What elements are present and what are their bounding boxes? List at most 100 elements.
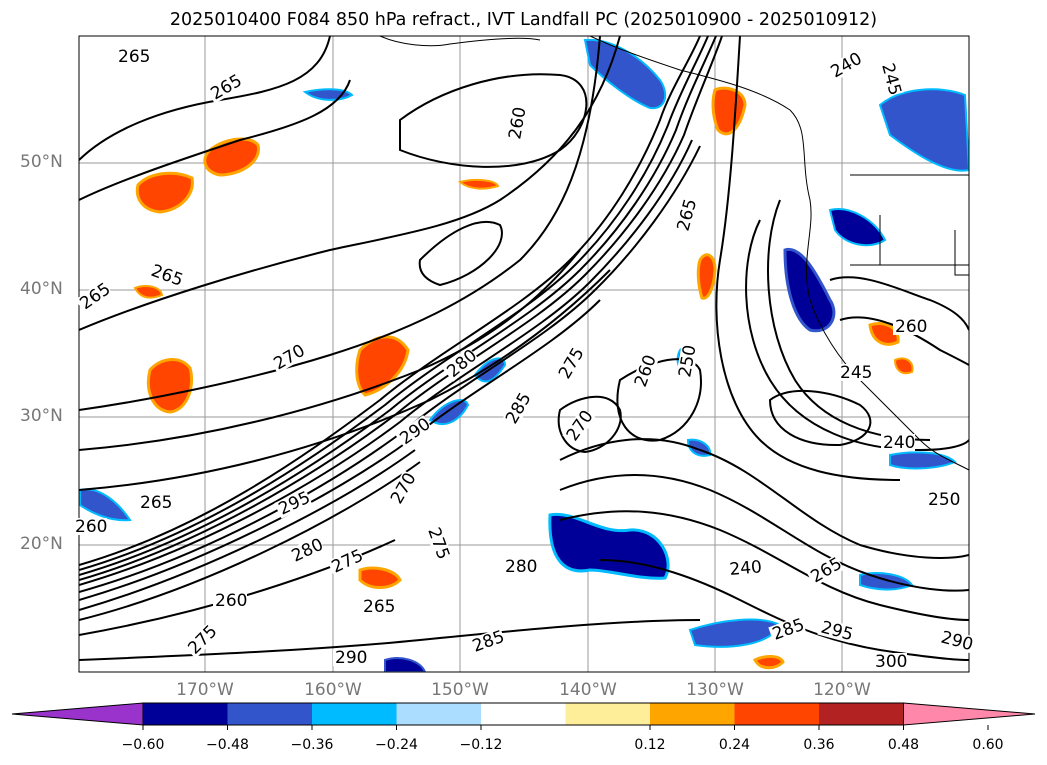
contour-label: 245 — [840, 363, 872, 383]
contour-label-bg — [73, 518, 107, 535]
contour-label-bg — [893, 318, 927, 335]
contour-label: 265 — [148, 261, 185, 291]
contour-label-bg — [274, 488, 313, 519]
contour-label: 245 — [877, 61, 905, 98]
colorbar-segment — [312, 703, 397, 725]
contour-label-bg — [424, 523, 453, 562]
contour-label-bg — [333, 649, 367, 666]
neg-region — [828, 208, 887, 247]
colorbar-tick-label: −0.48 — [206, 737, 249, 753]
pos-region — [696, 253, 717, 300]
contour-label: 290 — [939, 628, 976, 656]
contour-label-bg — [327, 546, 366, 577]
colorbar-segment — [227, 703, 312, 725]
lat-label-40: 40°N — [20, 279, 63, 299]
contour-label: 280 — [443, 346, 481, 382]
neg-region — [783, 247, 836, 333]
neg-region — [548, 512, 670, 580]
contour-label: 260 — [895, 317, 927, 337]
contour-label-bg — [562, 407, 596, 446]
contour-label-bg — [213, 592, 247, 609]
contour-label-bg — [138, 494, 172, 511]
contour-label-bg — [873, 653, 907, 670]
colorbar-tick-label: 0.36 — [803, 737, 835, 753]
pos-region — [868, 322, 900, 346]
colorbar-extend-high — [903, 702, 1036, 726]
contour-label-bg — [768, 615, 807, 644]
contour-label: 275 — [184, 621, 221, 658]
lon-label-120w: 120°W — [813, 680, 871, 700]
colorbar-segment — [143, 703, 228, 725]
colorbar-frame — [142, 702, 904, 726]
contour-label: 280 — [505, 557, 537, 577]
contour-label-bg — [675, 344, 699, 381]
contour-lines — [79, 36, 969, 661]
lon-label-170w: 170°W — [176, 680, 234, 700]
contour-label-bg — [468, 627, 507, 656]
contour-label-bg — [838, 364, 872, 381]
neg-region — [878, 88, 969, 172]
contour-label-bg — [503, 558, 537, 575]
contour-label-bg — [817, 617, 855, 644]
lon-label-130w: 130°W — [686, 680, 744, 700]
pos-region — [135, 171, 194, 214]
contour-label-bg — [116, 48, 150, 65]
contour-label-bg — [726, 558, 763, 579]
colorbar-segment — [734, 703, 819, 725]
contour-label: 285 — [470, 627, 507, 657]
contour-label-bg — [881, 434, 915, 451]
lat-label-30: 30°N — [20, 406, 63, 426]
lon-label-150w: 150°W — [431, 680, 489, 700]
contour-label-bg — [806, 554, 845, 587]
colorbar-tick-label: −0.60 — [121, 737, 165, 753]
colorbar-tick-label: 0.12 — [634, 737, 666, 753]
colorbar-segment — [396, 703, 481, 725]
pos-region — [893, 357, 914, 375]
contour-label: 260 — [75, 517, 107, 537]
contour-label: 260 — [215, 591, 247, 611]
contour-label-bg — [269, 341, 308, 374]
contour-label-bg — [505, 106, 529, 143]
contour-label-bg — [287, 535, 326, 566]
plot-frame — [78, 35, 970, 673]
filled-contours — [79, 38, 969, 672]
contour-label-bg — [937, 627, 975, 654]
colorbar-tick-label: 0.24 — [718, 737, 751, 753]
contour-label: 250 — [675, 343, 700, 378]
colorbar-extend-low — [11, 702, 144, 726]
contour-label: 265 — [363, 597, 395, 617]
lon-label-160w: 160°W — [304, 680, 362, 700]
colorbar-tick-label: −0.36 — [290, 737, 334, 753]
colorbar-segment — [819, 703, 904, 725]
neg-region — [384, 657, 427, 672]
contour-label-bg — [75, 280, 113, 314]
neg-region — [859, 572, 914, 591]
pos-region — [457, 178, 500, 190]
pos-region — [133, 285, 164, 299]
neg-region — [889, 451, 957, 470]
colorbar-tick-label: 0.48 — [887, 737, 920, 753]
contour-label-bg — [395, 415, 433, 449]
lat-label-50: 50°N — [20, 152, 63, 172]
contour-label: 275 — [423, 525, 453, 562]
contour-label-bg — [926, 491, 960, 508]
contour-label-bg — [147, 261, 185, 289]
contour-label: 260 — [631, 352, 661, 389]
colorbar-segment — [565, 703, 650, 725]
colorbar-segment — [650, 703, 735, 725]
contour-label: 265 — [674, 197, 702, 234]
contour-label: 260 — [505, 105, 530, 140]
contour-label-bg — [501, 390, 534, 429]
colorbar-tick-label: 0.60 — [972, 737, 1004, 753]
contour-label-bg — [386, 470, 419, 509]
colorbar-tick-label: −0.12 — [459, 737, 503, 753]
neg-region — [79, 488, 132, 522]
contour-label-bg — [554, 345, 587, 384]
contour-label-bg — [826, 49, 865, 82]
contour-label-bg — [361, 598, 395, 615]
contour-label: 240 — [729, 557, 763, 580]
contour-label: 300 — [875, 652, 907, 672]
contour-label-bg — [442, 346, 480, 382]
contour-label: 275 — [329, 546, 367, 578]
